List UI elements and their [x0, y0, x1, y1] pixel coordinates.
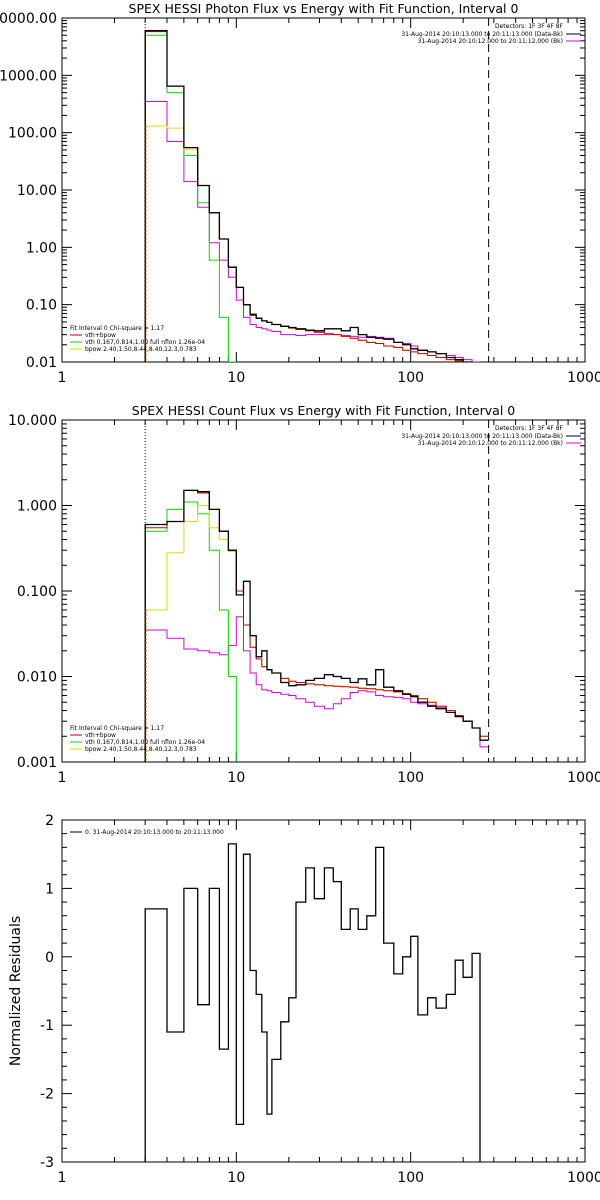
- y-tick-label: 1000.00: [0, 68, 57, 84]
- plot-area: [144, 843, 490, 1162]
- y-tick-label: -1: [40, 1018, 54, 1034]
- y-tick-label: 2: [45, 813, 54, 829]
- y-tick-label: 1.000: [17, 499, 57, 515]
- legend-right-item: 31-Aug-2014 20:10:12.000 to 20:11:12.000…: [418, 440, 563, 447]
- legend-right-item: 31-Aug-2014 20:10:12.000 to 20:11:12.000…: [418, 38, 563, 45]
- legend-right-item: 31-Aug-2014 20:10:13.000 to 20:11:13.000…: [401, 433, 563, 440]
- plot-area: [144, 420, 490, 762]
- plot-frame: [61, 819, 586, 1163]
- y-tick-label: -2: [40, 1087, 54, 1103]
- legend-left-item: vth 0.167,0.814,1.00 full nflon 1.26e-04: [85, 339, 205, 346]
- x-tick-label: 1: [58, 770, 67, 786]
- series-data-line: [144, 30, 473, 362]
- y-tick-label: 100.00: [8, 126, 57, 142]
- y-tick-label: 10.000: [8, 413, 57, 429]
- plot-frame: [61, 419, 586, 763]
- legend-right-header: Detectors: 1F 3F 4F 8F: [495, 425, 564, 432]
- y-tick-label: 1: [45, 881, 54, 897]
- y-tick-label: 0.001: [17, 755, 57, 771]
- legend-left-item: 0. 31-Aug-2014 20:10:13.000 to 20:11:13.…: [85, 829, 224, 836]
- legend-left-item: bpow 2.40,1.50,8.44,8.40,12.3,0.783: [85, 746, 197, 753]
- series-data-line: [144, 489, 489, 762]
- series-data-line: [144, 843, 490, 1162]
- chart-title: SPEX HESSI Photon Flux vs Energy with Fi…: [129, 1, 519, 16]
- legend-right-header: Detectors: 1F 3F 4F 8F: [495, 23, 564, 30]
- y-tick-label: 0.10: [26, 298, 57, 314]
- series-total-line: [144, 31, 473, 362]
- chart-panel-1: SPEX HESSI Photon Flux vs Energy with Fi…: [0, 1, 600, 386]
- y-tick-label: -3: [40, 1155, 54, 1171]
- x-tick-label: 10: [227, 1170, 245, 1186]
- chart-title: SPEX HESSI Count Flux vs Energy with Fit…: [132, 403, 515, 418]
- y-tick-label: 0.100: [17, 584, 57, 600]
- y-tick-label: 1.00: [26, 240, 57, 256]
- y-tick-label: 10.00: [17, 183, 57, 199]
- x-tick-label: 100: [397, 1170, 424, 1186]
- x-tick-label: 10: [227, 370, 245, 386]
- x-tick-label: 1000: [567, 770, 600, 786]
- legend-left-header: Fit Interval 0 Chi-square = 1.17: [70, 325, 164, 332]
- x-tick-label: 1: [58, 370, 67, 386]
- x-tick-label: 1000: [567, 1170, 600, 1186]
- plot-frame: [61, 17, 586, 363]
- y-tick-label: 0.01: [26, 355, 57, 371]
- legend-right-item: 31-Aug-2014 20:10:13.000 to 20:11:13.000…: [401, 31, 563, 38]
- y-tick-label: 0: [45, 950, 54, 966]
- legend-left-item: vth+bpow: [85, 732, 116, 739]
- x-tick-label: 100: [397, 770, 424, 786]
- legend-left-header: Fit Interval 0 Chi-square = 1.17: [70, 725, 164, 732]
- x-tick-label: 1000: [567, 370, 600, 386]
- y-axis-label: Normalized Residuals: [8, 916, 24, 1066]
- legend-left-item: bpow 2.40,1.50,8.44,8.40,12.3,0.783: [85, 346, 197, 353]
- chart-panel-2: SPEX HESSI Count Flux vs Energy with Fit…: [8, 403, 600, 786]
- x-tick-label: 10: [227, 770, 245, 786]
- x-tick-label: 100: [397, 370, 424, 386]
- y-tick-label: 0.010: [17, 670, 57, 686]
- legend-left-item: vth+bpow: [85, 332, 116, 339]
- legend-left-item: vth 0.167,0.814,1.00 full nflon 1.26e-04: [85, 739, 205, 746]
- plot-area: [144, 18, 490, 362]
- x-tick-label: 1: [58, 1170, 67, 1186]
- series-background-line: [144, 616, 489, 762]
